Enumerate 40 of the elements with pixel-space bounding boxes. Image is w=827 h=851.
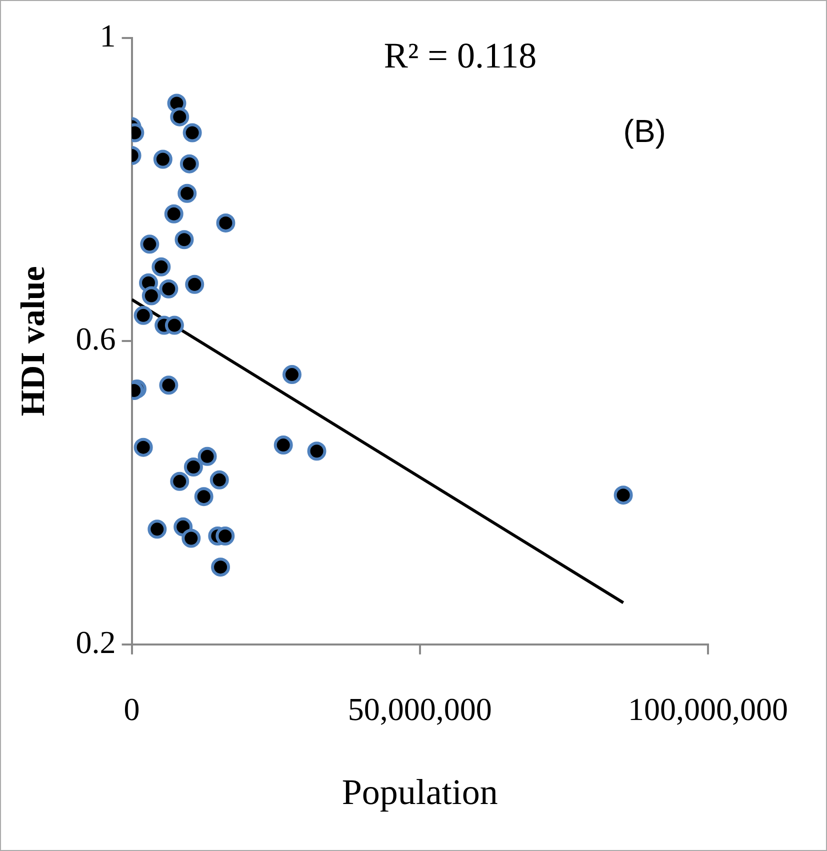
- point: [185, 274, 204, 294]
- x-tick-label: 50,000,000: [348, 691, 492, 728]
- x-tick-label: 100,000,000: [628, 691, 788, 728]
- point: [152, 257, 171, 276]
- point: [164, 316, 184, 335]
- point: [148, 520, 167, 539]
- point: [134, 306, 153, 325]
- point: [142, 286, 161, 306]
- point: [170, 107, 190, 126]
- y-tick-label: 1: [100, 17, 116, 54]
- y-tick-label: 0.2: [76, 624, 116, 660]
- point: [159, 279, 178, 298]
- point: [164, 204, 184, 224]
- point: [216, 213, 236, 232]
- point: [198, 446, 217, 466]
- point: [614, 486, 633, 505]
- point: [134, 438, 153, 457]
- y-tick-label: 0.6: [76, 320, 116, 357]
- point: [282, 365, 302, 384]
- point: [140, 234, 160, 254]
- point: [307, 442, 326, 461]
- annotation: (B): [623, 112, 666, 149]
- x-axis-title: Population: [342, 772, 498, 812]
- point: [274, 436, 293, 455]
- point: [211, 558, 230, 577]
- y-axis-title: HDI value: [15, 266, 52, 416]
- x-tick-label: 0: [124, 691, 140, 728]
- point: [194, 487, 214, 506]
- point: [216, 526, 235, 546]
- point: [182, 123, 202, 142]
- point: [180, 154, 199, 174]
- annotation: R² = 0.118: [384, 35, 537, 76]
- point: [184, 458, 203, 477]
- point: [153, 150, 172, 169]
- point: [178, 184, 197, 203]
- point: [159, 376, 178, 395]
- point: [210, 470, 229, 490]
- point: [170, 472, 190, 491]
- point: [182, 528, 201, 548]
- point: [174, 230, 194, 250]
